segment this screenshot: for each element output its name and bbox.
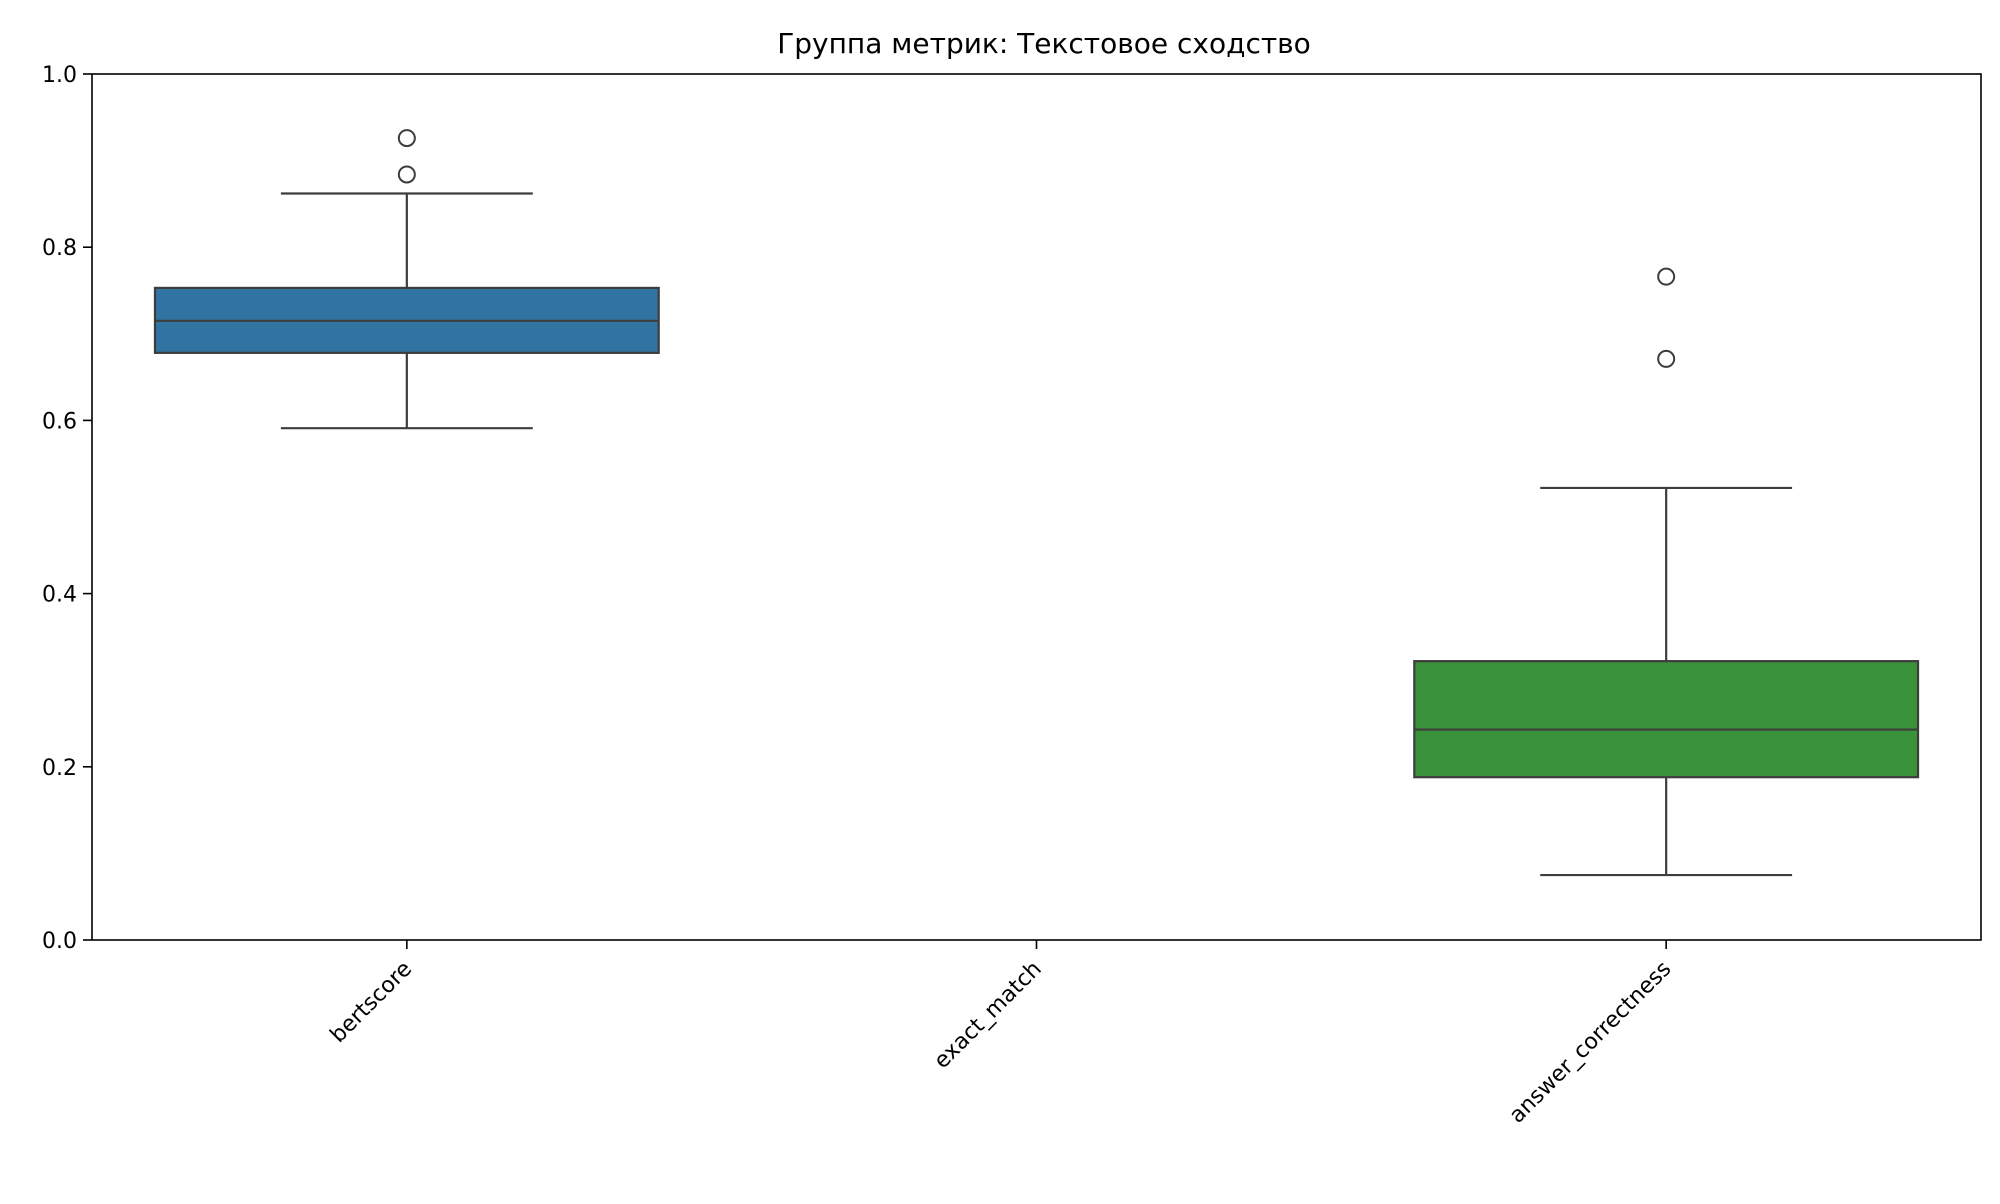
y-tick-label: 0.6	[42, 409, 77, 434]
y-tick-label: 1.0	[42, 63, 77, 88]
box-group-answer_correctness	[1413, 267, 1920, 877]
chart-title: Группа метрик: Текстовое сходство	[777, 27, 1311, 60]
box-body	[1413, 660, 1920, 779]
y-tick-label: 0.4	[42, 583, 77, 608]
outlier-point	[397, 165, 416, 184]
plot-frame	[91, 73, 1982, 941]
x-axis: bertscore exact_match answer_correctness	[326, 940, 1677, 1129]
plot-area	[153, 129, 1920, 877]
y-tick-label: 0.2	[42, 756, 77, 781]
outlier-point	[1657, 349, 1676, 368]
box-group-bertscore	[153, 129, 660, 430]
y-tick-label: 0.0	[42, 929, 77, 954]
y-axis: 0.0 0.2 0.4 0.6 0.8 1.0	[42, 63, 92, 954]
x-tick-label: answer_correctness	[1505, 957, 1677, 1129]
outlier-point	[1657, 267, 1676, 286]
outlier-point	[397, 129, 416, 148]
x-tick-label: bertscore	[326, 957, 417, 1048]
x-tick-label: exact_match	[929, 957, 1046, 1074]
y-tick-label: 0.8	[42, 236, 77, 261]
